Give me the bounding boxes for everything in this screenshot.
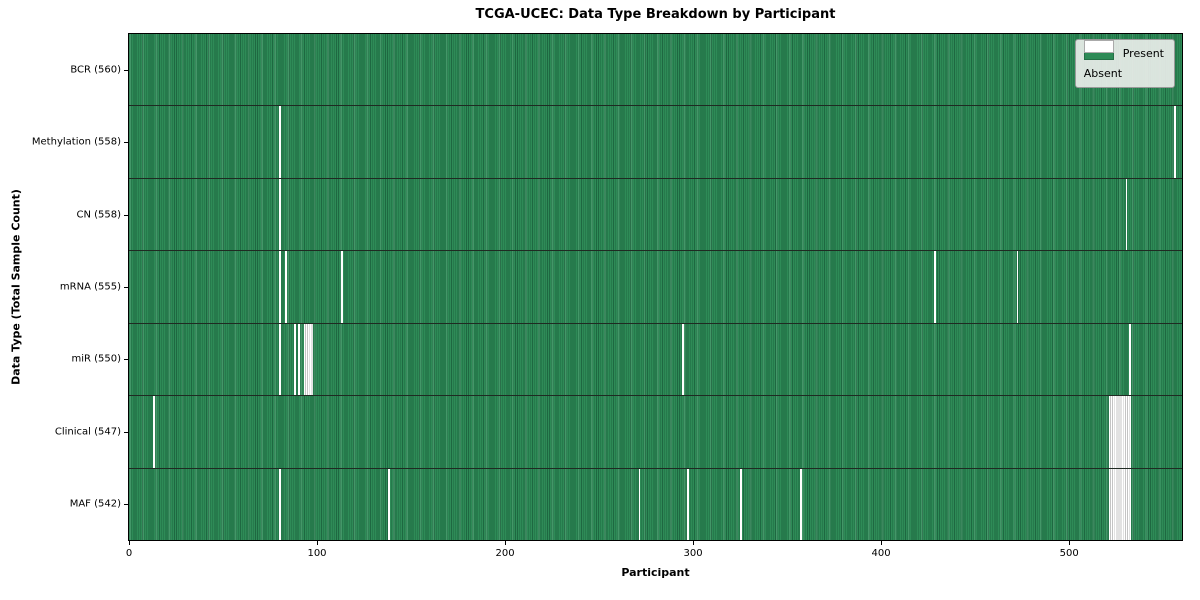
absent-gap-MAF-271 bbox=[638, 468, 641, 540]
absent-gap-mRNA-428 bbox=[933, 251, 936, 323]
x-axis-label: Participant bbox=[621, 566, 690, 579]
chart-title: TCGA-UCEC: Data Type Breakdown by Partic… bbox=[475, 7, 836, 22]
x-tick-mark bbox=[881, 541, 883, 545]
y-tick-mark bbox=[124, 431, 128, 433]
x-tick-label-0: 0 bbox=[125, 548, 133, 559]
legend-item-absent: Absent bbox=[1083, 40, 1164, 80]
absent-gap-miR-93 bbox=[303, 323, 314, 396]
y-tick-mark bbox=[124, 503, 128, 505]
y-tick-mark bbox=[124, 359, 128, 361]
absent-gap-CN-530 bbox=[1125, 178, 1128, 251]
absent-gap-miR-532 bbox=[1129, 323, 1132, 396]
heatmap-row-CN bbox=[129, 177, 1182, 251]
absent-gap-mRNA-83 bbox=[285, 251, 287, 323]
y-tick-label-Clinical: Clinical (547) bbox=[54, 426, 121, 438]
x-tick-label-200: 200 bbox=[495, 548, 515, 559]
heatmap-row-Clinical bbox=[129, 395, 1182, 468]
heatmap-plot-area: Present Absent bbox=[128, 33, 1183, 541]
y-tick-mark bbox=[124, 142, 128, 144]
absent-gap-miR-88 bbox=[294, 323, 297, 396]
absent-gap-mRNA-472 bbox=[1016, 251, 1019, 323]
absent-gap-MAF-297 bbox=[687, 468, 690, 540]
absent-gap-Methylation-556 bbox=[1174, 106, 1177, 178]
absent-gap-miR-294 bbox=[681, 323, 684, 396]
legend: Present Absent bbox=[1074, 39, 1175, 88]
x-tick-mark bbox=[693, 541, 695, 545]
heatmap-row-BCR bbox=[129, 34, 1182, 106]
absent-gap-Clinical-13 bbox=[153, 396, 156, 468]
absent-gap-Methylation-80 bbox=[279, 106, 282, 178]
absent-gap-mRNA-113 bbox=[341, 251, 344, 323]
absent-gap-miR-80 bbox=[279, 323, 282, 396]
legend-label-absent: Absent bbox=[1083, 67, 1123, 80]
heatmap-row-mRNA bbox=[129, 250, 1182, 323]
y-tick-label-miR: miR (550) bbox=[71, 353, 121, 365]
y-tick-mark bbox=[124, 70, 128, 72]
heatmap-row-MAF bbox=[129, 467, 1182, 540]
absent-gap-MAF-80 bbox=[279, 468, 282, 540]
absent-gap-CN-80 bbox=[279, 178, 282, 251]
legend-label-present: Present bbox=[1122, 47, 1164, 60]
x-tick-label-300: 300 bbox=[683, 548, 703, 559]
y-tick-label-Methylation: Methylation (558) bbox=[31, 136, 121, 148]
absent-gap-MAF-138 bbox=[388, 468, 391, 540]
heatmap-row-Methylation bbox=[129, 105, 1182, 178]
x-tick-mark bbox=[505, 541, 507, 545]
x-tick-label-500: 500 bbox=[1059, 548, 1079, 559]
x-tick-mark bbox=[1069, 541, 1071, 545]
y-tick-label-MAF: MAF (542) bbox=[69, 498, 121, 510]
x-tick-label-400: 400 bbox=[871, 548, 891, 559]
absent-swatch-icon bbox=[1083, 40, 1114, 53]
y-tick-label-mRNA: mRNA (555) bbox=[59, 281, 121, 293]
heatmap-row-miR bbox=[129, 322, 1182, 396]
absent-gap-MAF-357 bbox=[800, 468, 803, 540]
absent-gap-mRNA-80 bbox=[279, 251, 282, 323]
absent-gap-Clinical-521 bbox=[1108, 396, 1132, 468]
x-tick-mark bbox=[317, 541, 318, 545]
y-tick-mark bbox=[124, 214, 128, 216]
y-tick-mark bbox=[124, 287, 128, 288]
x-tick-mark bbox=[129, 541, 130, 545]
y-tick-label-BCR: BCR (560) bbox=[70, 64, 121, 76]
y-tick-label-CN: CN (558) bbox=[76, 209, 121, 221]
x-tick-label-100: 100 bbox=[307, 548, 327, 559]
absent-gap-MAF-521 bbox=[1108, 468, 1132, 540]
absent-gap-miR-90 bbox=[298, 323, 301, 396]
absent-gap-MAF-325 bbox=[740, 468, 742, 540]
